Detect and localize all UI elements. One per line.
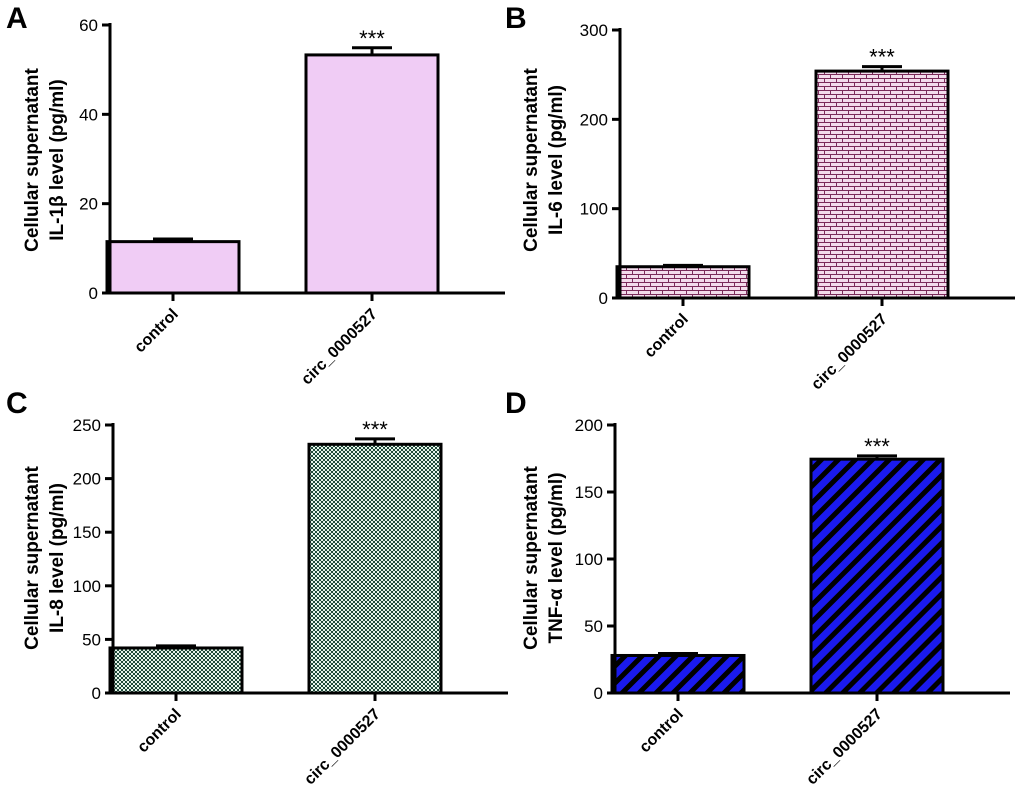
significance-marker: *** — [362, 417, 388, 442]
y-axis-label-line2: IL-1β level (pg/ml) — [47, 79, 68, 241]
y-axis-label-line2: IL-6 level (pg/ml) — [546, 85, 567, 235]
category-label: circ_0000527 — [301, 706, 384, 789]
category-label: control — [636, 706, 686, 756]
y-axis-label-line1: Cellular supernatant — [521, 67, 542, 251]
plot-area: 0 20 40 60 control circ_0000527 *** — [79, 16, 505, 388]
y-tick-label: 40 — [79, 105, 98, 124]
bar-control — [108, 646, 244, 695]
significance-marker: *** — [864, 434, 890, 459]
y-tick-label: 100 — [580, 200, 608, 219]
panel-c: C Cellular supernatant IL-8 level (pg/ml… — [6, 387, 508, 788]
bar-circ_0000527 — [809, 457, 945, 695]
y-tick-label: 200 — [73, 470, 101, 489]
y-tick-label: 100 — [73, 577, 101, 596]
plot-area: 0 50 100 150 200 250 control circ_0000527 *** — [73, 416, 508, 788]
y-tick-label: 0 — [599, 289, 608, 308]
plot-area: 0 100 200 300 control circ_0000527 *** — [580, 21, 1015, 393]
category-label: control — [641, 311, 691, 361]
category-label: circ_0000527 — [808, 311, 891, 394]
panel-letter: B — [505, 2, 527, 35]
y-axis-label-line2: TNF-α level (pg/ml) — [546, 472, 567, 643]
y-tick-label: 150 — [73, 523, 101, 542]
y-axis-label-line1: Cellular supernatant — [22, 67, 43, 251]
bar-circ_0000527 — [814, 69, 950, 300]
y-tick-label: 100 — [575, 550, 603, 569]
y-tick-label: 50 — [584, 617, 603, 636]
panel-a: A Cellular supernatant IL-1β level (pg/m… — [6, 2, 505, 388]
significance-marker: *** — [869, 45, 895, 70]
y-tick-label: 150 — [575, 483, 603, 502]
bar-control — [610, 653, 746, 695]
significance-marker: *** — [359, 26, 385, 51]
y-axis-label-line1: Cellular supernatant — [22, 465, 43, 649]
y-tick-label: 0 — [92, 684, 101, 703]
y-tick-label: 20 — [79, 195, 98, 214]
y-axis-label-line1: Cellular supernatant — [521, 465, 542, 649]
y-tick-label: 50 — [82, 630, 101, 649]
panel-letter: A — [6, 2, 28, 35]
y-tick-label: 0 — [594, 684, 603, 703]
category-label: circ_0000527 — [298, 306, 381, 389]
y-tick-label: 250 — [73, 416, 101, 435]
bar-control — [615, 265, 751, 300]
category-label: control — [131, 306, 181, 356]
bar-control — [105, 240, 241, 295]
y-tick-label: 0 — [89, 284, 98, 303]
y-axis-label-line2: IL-8 level (pg/ml) — [47, 483, 68, 633]
panel-letter: C — [6, 387, 28, 420]
panel-d: D Cellular supernatant TNF-α level (pg/m… — [505, 387, 1010, 788]
bar-circ_0000527 — [307, 442, 443, 695]
bar-circ_0000527 — [304, 53, 440, 295]
y-tick-label: 300 — [580, 21, 608, 40]
y-tick-label: 200 — [580, 110, 608, 129]
category-label: circ_0000527 — [803, 706, 886, 789]
plot-area: 0 50 100 150 200 control circ_0000527 *** — [575, 416, 1010, 788]
category-label: control — [134, 706, 184, 756]
panel-letter: D — [505, 387, 527, 420]
y-tick-label: 60 — [79, 16, 98, 35]
panel-b: B Cellular supernatant IL-6 level (pg/ml… — [505, 2, 1015, 393]
y-tick-label: 200 — [575, 416, 603, 435]
